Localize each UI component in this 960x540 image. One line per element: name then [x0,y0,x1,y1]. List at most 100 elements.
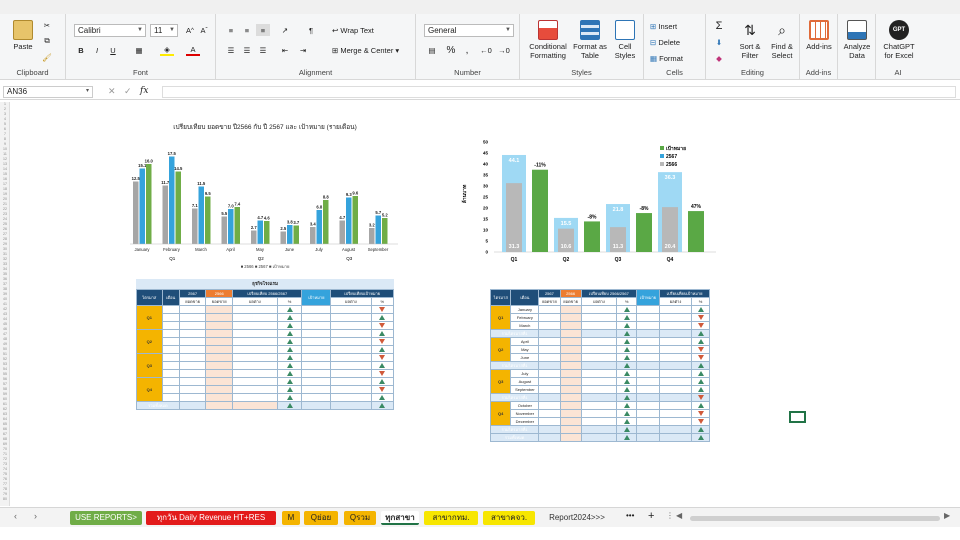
diff-cell[interactable] [659,337,693,346]
sheet-tab[interactable]: Qย่อย [304,511,338,525]
month-cell[interactable]: July [510,369,540,378]
row-header[interactable]: 63 [3,412,7,416]
header-compare-target[interactable]: เปรียบเทียบเป้าหมาย [659,289,710,298]
month-cell[interactable] [161,329,180,338]
sales-cell[interactable] [538,401,561,410]
diff-cell[interactable] [580,385,618,394]
confirm-icon[interactable]: ✓ [124,86,132,96]
row-header[interactable]: 4 [4,117,6,121]
table-cell[interactable] [691,329,710,338]
diff-cell[interactable] [330,337,372,346]
diff-cell[interactable] [580,305,618,314]
target-cell[interactable] [636,305,661,314]
header-target[interactable]: เป้าหมาย [301,289,332,306]
target-cell[interactable] [301,393,332,402]
diff-cell[interactable] [659,385,693,394]
quarter-cell[interactable]: Q4 [136,377,163,402]
table-cell[interactable] [538,425,561,434]
bold-icon[interactable]: B [78,45,84,55]
wrap-text-button[interactable]: ↩ Wrap Text [332,25,374,35]
diff-cell[interactable] [659,321,693,330]
pct-cell[interactable] [616,385,638,394]
target-cell[interactable] [301,385,332,394]
subheader-cell[interactable]: ผลต่าง [330,297,372,306]
sales-cell[interactable] [559,353,582,362]
pct-cell[interactable] [370,361,395,370]
diff-cell[interactable] [580,345,618,354]
diff-cell[interactable] [232,361,278,370]
table-cell[interactable] [580,393,618,402]
row-header[interactable]: 80 [3,497,7,501]
pct-cell[interactable] [616,313,638,322]
sales-cell[interactable] [178,329,207,338]
sales-cell[interactable] [559,345,582,354]
row-header[interactable]: 19 [3,192,7,196]
sales-cell[interactable] [205,305,234,314]
row-header[interactable]: 58 [3,387,7,391]
diff-cell[interactable] [330,321,372,330]
subheader-cell[interactable]: ยอดขาย [178,297,207,306]
pct-cell[interactable] [370,321,395,330]
sales-cell[interactable] [538,417,561,426]
sales-cell[interactable] [178,393,207,402]
table-cell[interactable] [659,433,693,442]
row-header[interactable]: 65 [3,422,7,426]
sales-cell[interactable] [538,337,561,346]
diff-cell[interactable] [330,329,372,338]
row-header[interactable]: 51 [3,352,7,356]
target-cell[interactable] [301,361,332,370]
subheader-cell[interactable]: ผลต่าง [580,297,618,306]
pct-cell[interactable] [276,369,303,378]
target-cell[interactable] [301,313,332,322]
subtotal-label[interactable]: รวมไตรมาสที่1 [489,361,540,370]
sales-cell[interactable] [178,377,207,386]
more-tabs-icon[interactable]: ••• [626,511,635,520]
pct-cell[interactable] [370,345,395,354]
row-header[interactable]: 56 [3,377,7,381]
table-cell[interactable] [538,433,561,442]
sheet-tab[interactable]: ทุกสาขา [381,511,419,525]
diff-cell[interactable] [232,353,278,362]
pct-cell[interactable] [691,345,710,354]
table-cell[interactable] [559,425,582,434]
month-cell[interactable] [161,393,180,402]
sheet-tab[interactable]: Qรวม [344,511,376,525]
total-label[interactable]: รวมทั้งหมด [489,433,540,442]
table-cell[interactable] [538,393,561,402]
row-header[interactable]: 24 [3,217,7,221]
table-cell[interactable] [580,433,618,442]
subtotal-label[interactable]: รวมไตรมาสที่1 [489,329,540,338]
pct-cell[interactable] [691,377,710,386]
decrease-decimal-icon[interactable]: →0 [498,45,510,55]
row-header[interactable]: 70 [3,447,7,451]
borders-icon[interactable]: ▦ [135,45,143,55]
rtl-icon[interactable]: ¶ [308,25,314,35]
row-header[interactable]: 27 [3,232,7,236]
row-header[interactable]: 9 [4,142,6,146]
diff-cell[interactable] [232,305,278,314]
number-format-combo[interactable]: General ▼ [424,24,514,37]
pct-cell[interactable] [691,385,710,394]
row-header[interactable]: 17 [3,182,7,186]
font-color-icon[interactable]: A [186,44,200,56]
sales-cell[interactable] [205,345,234,354]
sales-cell[interactable] [205,377,234,386]
table-cell[interactable] [580,425,618,434]
row-header[interactable]: 55 [3,372,7,376]
sales-cell[interactable] [178,345,207,354]
row-header[interactable]: 37 [3,282,7,286]
row-header[interactable]: 69 [3,442,7,446]
pct-cell[interactable] [276,305,303,314]
align-middle-icon[interactable]: ≡ [244,25,250,35]
row-header[interactable]: 76 [3,477,7,481]
diff-cell[interactable] [330,385,372,394]
fill-color-icon[interactable]: ◈ [160,44,174,56]
month-cell[interactable]: August [510,377,540,386]
pct-cell[interactable] [616,345,638,354]
table-cell[interactable] [691,433,710,442]
subheader-cell[interactable]: % [616,297,638,306]
row-header[interactable]: 79 [3,492,7,496]
sheet-tab[interactable]: ทุกวัน Daily Revenue HT+RES [146,511,276,525]
subtotal-label[interactable]: รวมไตรมาสที่1 [489,393,540,402]
table-cell[interactable] [616,361,638,370]
